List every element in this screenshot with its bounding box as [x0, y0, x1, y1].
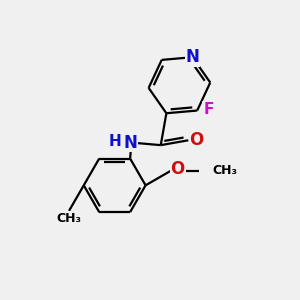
- Text: O: O: [189, 131, 204, 149]
- Text: CH₃: CH₃: [212, 164, 237, 177]
- Text: F: F: [203, 102, 214, 117]
- Text: CH₃: CH₃: [56, 212, 82, 225]
- Text: N: N: [186, 48, 200, 66]
- Text: O: O: [170, 160, 185, 178]
- Text: N: N: [123, 134, 137, 152]
- Text: H: H: [109, 134, 122, 148]
